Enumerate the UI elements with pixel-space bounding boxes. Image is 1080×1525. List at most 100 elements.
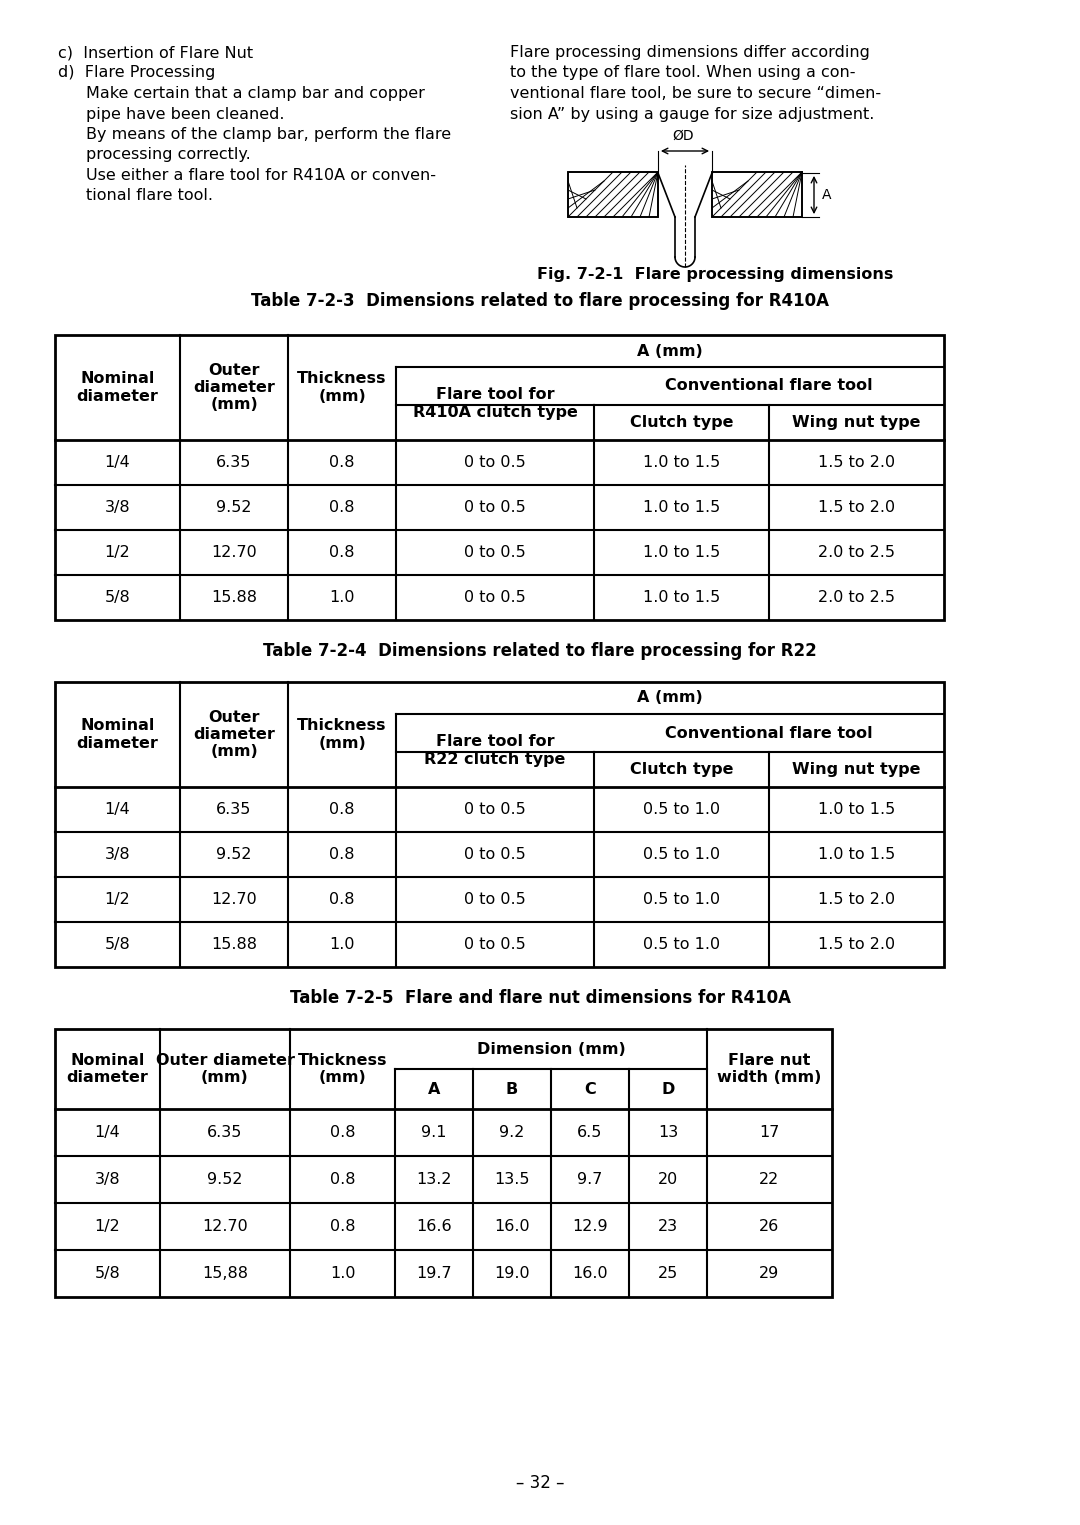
Text: 25: 25: [658, 1266, 678, 1281]
Text: 12.9: 12.9: [572, 1218, 608, 1234]
Bar: [568, 172, 658, 217]
Text: 1/4: 1/4: [95, 1125, 120, 1141]
Text: 5/8: 5/8: [105, 590, 131, 605]
Text: 0 to 0.5: 0 to 0.5: [464, 892, 526, 907]
Text: 13.5: 13.5: [495, 1173, 530, 1186]
Text: C: C: [584, 1081, 596, 1096]
Text: 15,88: 15,88: [202, 1266, 248, 1281]
Text: 1.0: 1.0: [329, 590, 354, 605]
Text: 12.70: 12.70: [202, 1218, 248, 1234]
Text: Clutch type: Clutch type: [630, 415, 733, 430]
Text: to the type of flare tool. When using a con-: to the type of flare tool. When using a …: [510, 66, 855, 81]
Text: Table 7-2-3  Dimensions related to flare processing for R410A: Table 7-2-3 Dimensions related to flare …: [251, 291, 829, 310]
Text: 15.88: 15.88: [211, 590, 257, 605]
Text: Make certain that a clamp bar and copper: Make certain that a clamp bar and copper: [86, 85, 424, 101]
Text: 6.35: 6.35: [216, 454, 252, 470]
Text: 12.70: 12.70: [211, 544, 257, 560]
Text: 1/2: 1/2: [105, 544, 131, 560]
Text: 1/4: 1/4: [105, 802, 131, 817]
Bar: [712, 172, 802, 217]
Text: Thickness
(mm): Thickness (mm): [297, 718, 387, 750]
Text: Conventional flare tool: Conventional flare tool: [665, 378, 873, 393]
Text: – 32 –: – 32 –: [516, 1475, 564, 1491]
Text: 0.5 to 1.0: 0.5 to 1.0: [643, 936, 720, 952]
Text: 0.8: 0.8: [329, 892, 354, 907]
Text: 0.8: 0.8: [329, 1218, 355, 1234]
Text: Thickness
(mm): Thickness (mm): [297, 371, 387, 404]
Text: c)  Insertion of Flare Nut: c) Insertion of Flare Nut: [58, 46, 253, 59]
Text: 9.7: 9.7: [578, 1173, 603, 1186]
Text: 0.5 to 1.0: 0.5 to 1.0: [643, 846, 720, 862]
Text: Thickness
(mm): Thickness (mm): [298, 1052, 388, 1086]
Text: 0.8: 0.8: [329, 1125, 355, 1141]
Text: Flare nut
width (mm): Flare nut width (mm): [717, 1052, 822, 1086]
Text: pipe have been cleaned.: pipe have been cleaned.: [86, 107, 284, 122]
Text: 6.5: 6.5: [578, 1125, 603, 1141]
Text: 1.0 to 1.5: 1.0 to 1.5: [643, 544, 720, 560]
Text: 0 to 0.5: 0 to 0.5: [464, 936, 526, 952]
Text: 3/8: 3/8: [95, 1173, 120, 1186]
Text: Flare processing dimensions differ according: Flare processing dimensions differ accor…: [510, 46, 869, 59]
Text: 0 to 0.5: 0 to 0.5: [464, 802, 526, 817]
Text: 5/8: 5/8: [105, 936, 131, 952]
Text: 0 to 0.5: 0 to 0.5: [464, 544, 526, 560]
Text: 0.8: 0.8: [329, 846, 354, 862]
Text: 1.5 to 2.0: 1.5 to 2.0: [818, 936, 895, 952]
Text: A (mm): A (mm): [637, 691, 703, 706]
Text: 22: 22: [759, 1173, 780, 1186]
Text: 1.5 to 2.0: 1.5 to 2.0: [818, 454, 895, 470]
Text: 1/4: 1/4: [105, 454, 131, 470]
Text: B: B: [505, 1081, 518, 1096]
Text: 16.0: 16.0: [495, 1218, 530, 1234]
Text: Outer
diameter
(mm): Outer diameter (mm): [193, 363, 275, 412]
Text: 15.88: 15.88: [211, 936, 257, 952]
Text: 1.0 to 1.5: 1.0 to 1.5: [818, 802, 895, 817]
Text: A: A: [822, 188, 832, 201]
Text: 26: 26: [759, 1218, 780, 1234]
Text: 1.0: 1.0: [329, 1266, 355, 1281]
Text: 0 to 0.5: 0 to 0.5: [464, 500, 526, 515]
Text: 16.0: 16.0: [572, 1266, 608, 1281]
Text: 19.0: 19.0: [495, 1266, 530, 1281]
Text: 19.7: 19.7: [416, 1266, 451, 1281]
Text: Conventional flare tool: Conventional flare tool: [665, 726, 873, 741]
Text: 1.5 to 2.0: 1.5 to 2.0: [818, 500, 895, 515]
Text: 0.8: 0.8: [329, 802, 354, 817]
Text: 13: 13: [658, 1125, 678, 1141]
Text: 3/8: 3/8: [105, 846, 131, 862]
Text: 20: 20: [658, 1173, 678, 1186]
Bar: [568, 172, 658, 217]
Text: Dimension (mm): Dimension (mm): [476, 1042, 625, 1057]
Text: sion A” by using a gauge for size adjustment.: sion A” by using a gauge for size adjust…: [510, 107, 875, 122]
Text: ventional flare tool, be sure to secure “dimen-: ventional flare tool, be sure to secure …: [510, 85, 881, 101]
Text: 23: 23: [658, 1218, 678, 1234]
Text: 0 to 0.5: 0 to 0.5: [464, 846, 526, 862]
Text: 0.8: 0.8: [329, 1173, 355, 1186]
Text: Nominal
diameter: Nominal diameter: [77, 371, 159, 404]
Text: Table 7-2-5  Flare and flare nut dimensions for R410A: Table 7-2-5 Flare and flare nut dimensio…: [289, 990, 791, 1006]
Text: 0.5 to 1.0: 0.5 to 1.0: [643, 892, 720, 907]
Text: 9.52: 9.52: [207, 1173, 243, 1186]
Text: 0.8: 0.8: [329, 454, 354, 470]
Text: 6.35: 6.35: [207, 1125, 243, 1141]
Bar: [712, 172, 802, 217]
Text: 13.2: 13.2: [416, 1173, 451, 1186]
Text: 1.0 to 1.5: 1.0 to 1.5: [643, 500, 720, 515]
Text: 12.70: 12.70: [211, 892, 257, 907]
Text: 2.0 to 2.5: 2.0 to 2.5: [818, 544, 895, 560]
Text: Wing nut type: Wing nut type: [793, 415, 921, 430]
Text: Use either a flare tool for R410A or conven-: Use either a flare tool for R410A or con…: [86, 168, 436, 183]
Text: processing correctly.: processing correctly.: [86, 148, 251, 163]
Text: 9.2: 9.2: [499, 1125, 525, 1141]
Text: 0.8: 0.8: [329, 544, 354, 560]
Text: 6.35: 6.35: [216, 802, 252, 817]
Text: 9.1: 9.1: [421, 1125, 447, 1141]
Text: 0 to 0.5: 0 to 0.5: [464, 590, 526, 605]
Text: Fig. 7-2-1  Flare processing dimensions: Fig. 7-2-1 Flare processing dimensions: [537, 267, 893, 282]
Text: Flare tool for
R410A clutch type: Flare tool for R410A clutch type: [413, 387, 578, 419]
Text: 29: 29: [759, 1266, 780, 1281]
Text: 0.5 to 1.0: 0.5 to 1.0: [643, 802, 720, 817]
Text: Outer diameter
(mm): Outer diameter (mm): [156, 1052, 295, 1086]
Text: By means of the clamp bar, perform the flare: By means of the clamp bar, perform the f…: [86, 127, 451, 142]
Text: 5/8: 5/8: [95, 1266, 120, 1281]
